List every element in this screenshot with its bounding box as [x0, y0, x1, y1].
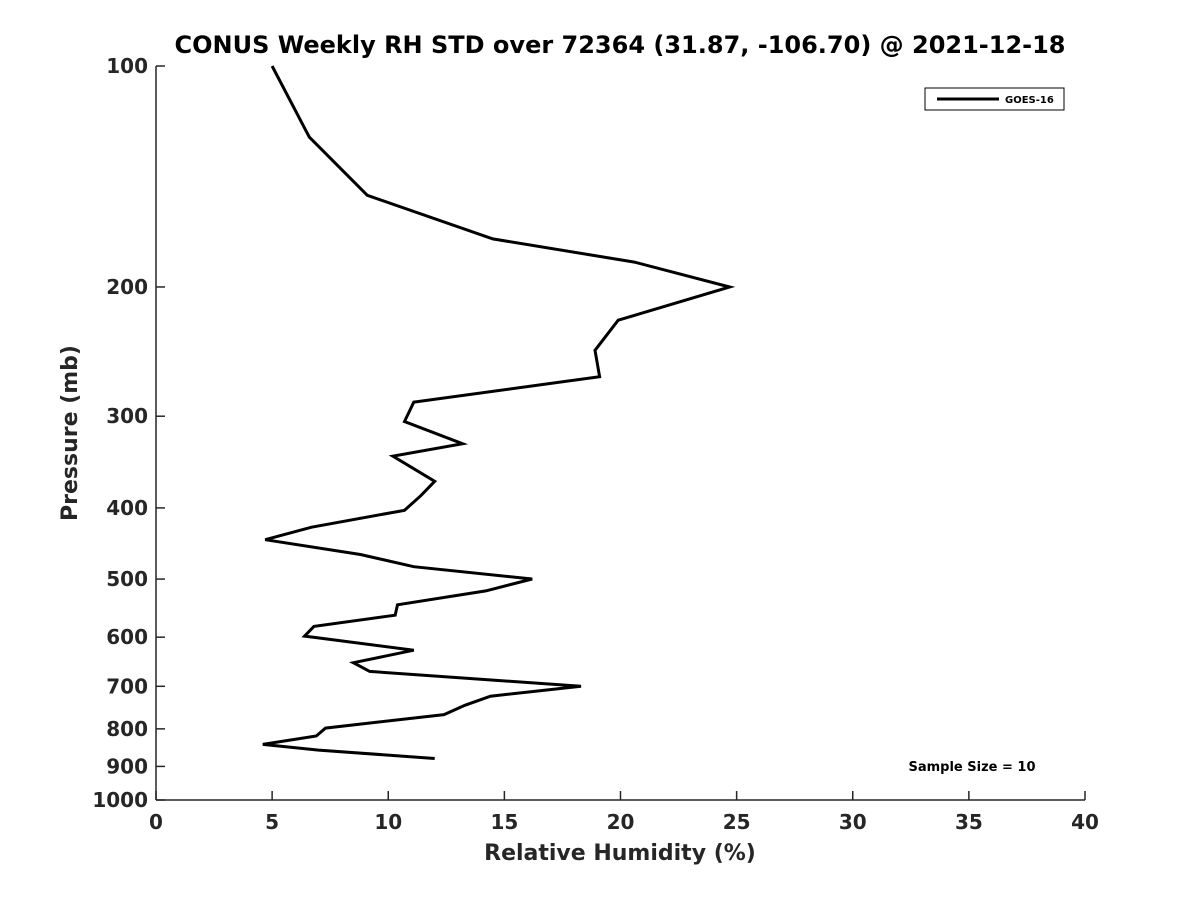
y-tick-label: 500	[106, 567, 148, 591]
sample-size-annotation: Sample Size = 10	[908, 760, 1035, 775]
y-tick-label: 1000	[92, 788, 148, 812]
x-tick-label: 10	[374, 810, 402, 834]
y-tick-label: 600	[106, 625, 148, 649]
x-tick-label: 40	[1071, 810, 1099, 834]
chart-title: CONUS Weekly RH STD over 72364 (31.87, -…	[174, 31, 1065, 59]
x-axis-label: Relative Humidity (%)	[484, 841, 756, 866]
y-tick-label: 700	[106, 674, 148, 698]
series-line-goes-16	[262, 65, 736, 760]
y-axis-label: Pressure (mb)	[58, 345, 83, 521]
series-layer	[262, 65, 736, 760]
y-tick-label: 300	[106, 404, 148, 428]
legend: GOES-16	[924, 87, 1065, 111]
x-tick-label: 15	[490, 810, 518, 834]
x-tick-label: 35	[955, 810, 983, 834]
y-tick-label: 900	[106, 754, 148, 778]
x-tick-label: 0	[149, 810, 163, 834]
plot-frame	[155, 66, 1085, 801]
y-tick-label: 100	[106, 54, 148, 78]
legend-label-goes-16: GOES-16	[1005, 95, 1054, 106]
y-tick-label: 400	[106, 496, 148, 520]
x-tick-label: 5	[265, 810, 279, 834]
y-tick-label: 800	[106, 717, 148, 741]
x-tick-label: 30	[839, 810, 867, 834]
y-tick-label: 200	[106, 275, 148, 299]
x-axis-ticks: 0 5 10 15 20 25 30 35 40	[149, 791, 1099, 834]
x-tick-label: 20	[607, 810, 635, 834]
y-axis-ticks: 100 200 300 400 500 600 700 800 900 1000	[92, 54, 165, 812]
x-tick-label: 25	[723, 810, 751, 834]
